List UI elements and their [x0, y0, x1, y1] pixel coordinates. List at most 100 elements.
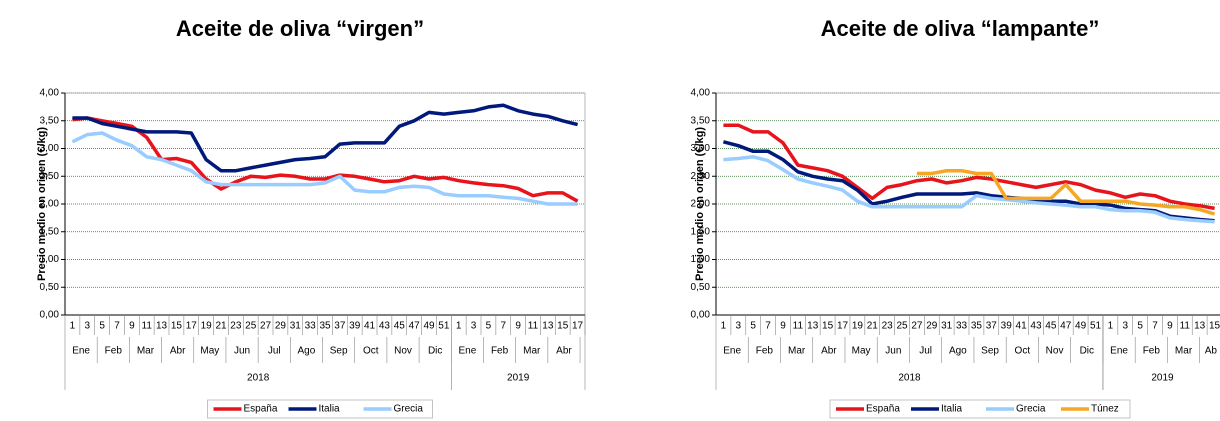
y-tick-label: 0,00	[691, 310, 711, 321]
y-tick-label: 4,00	[691, 88, 711, 99]
legend-label: Grecia	[394, 404, 424, 415]
month-label: Sep	[981, 346, 999, 357]
week-label: 33	[956, 321, 968, 332]
y-axis-label: Precio medio en origen (€/kg)	[694, 127, 706, 281]
week-label: 7	[1152, 321, 1158, 332]
legend-box	[207, 399, 433, 419]
week-label: 9	[780, 321, 786, 332]
chart-title: Aceite de oliva “virgen”	[176, 16, 424, 41]
week-label: 7	[501, 321, 507, 332]
week-label: 9	[1167, 321, 1173, 332]
week-label: 13	[542, 321, 554, 332]
month-label: Sep	[330, 346, 348, 357]
week-label: 21	[867, 321, 879, 332]
week-label: 9	[129, 321, 135, 332]
month-label: Ene	[72, 346, 90, 357]
series-line	[916, 168, 1216, 216]
legend-label: Grecia	[1016, 404, 1046, 415]
week-label: 51	[1090, 321, 1102, 332]
week-label: 51	[438, 321, 450, 332]
week-label: 33	[305, 321, 317, 332]
month-label: Mar	[1175, 346, 1193, 357]
y-tick-label: 1,50	[691, 226, 711, 237]
year-label: 2018	[247, 373, 270, 384]
y-tick-label: 1,00	[691, 254, 711, 265]
month-label: Oct	[1015, 346, 1031, 357]
month-label: Dic	[428, 346, 442, 357]
month-label: Ago	[298, 346, 316, 357]
month-label: Ago	[949, 346, 967, 357]
week-label: 31	[941, 321, 953, 332]
month-label: Feb	[1143, 346, 1161, 357]
month-label: Feb	[105, 346, 123, 357]
week-label: 3	[736, 321, 742, 332]
week-label: 29	[926, 321, 938, 332]
chart-title: Aceite de oliva “lampante”	[821, 16, 1100, 41]
week-label: 49	[1075, 321, 1087, 332]
week-label: 1	[70, 321, 76, 332]
week-label: 13	[807, 321, 819, 332]
week-label: 49	[423, 321, 435, 332]
week-label: 3	[1122, 321, 1128, 332]
y-tick-label: 2,00	[691, 199, 711, 210]
week-label: 15	[1209, 321, 1220, 332]
week-label: 5	[1137, 321, 1143, 332]
week-label: 19	[201, 321, 213, 332]
week-label: 11	[793, 321, 804, 332]
week-label: 19	[852, 321, 864, 332]
month-label: Abr	[821, 346, 837, 357]
y-tick-label: 4,00	[40, 88, 60, 99]
month-label: Abr	[170, 346, 186, 357]
week-label: 23	[230, 321, 242, 332]
week-label: 41	[364, 321, 376, 332]
week-label: 27	[260, 321, 272, 332]
series-line	[72, 103, 579, 173]
week-label: 1	[1108, 321, 1114, 332]
week-label: 11	[528, 321, 539, 332]
week-label: 15	[171, 321, 183, 332]
y-tick-label: 1,00	[40, 254, 60, 265]
week-label: 25	[245, 321, 257, 332]
month-label: Mar	[788, 346, 806, 357]
month-label: Mar	[523, 346, 541, 357]
month-label: May	[200, 346, 219, 357]
series-line	[723, 123, 1215, 211]
week-label: 11	[142, 321, 153, 332]
month-label: Jul	[268, 346, 281, 357]
month-label: Ene	[458, 346, 476, 357]
week-label: 47	[409, 321, 421, 332]
week-label: 7	[114, 321, 120, 332]
year-label: 2019	[1151, 373, 1174, 384]
week-label: 37	[986, 321, 998, 332]
week-label: 23	[882, 321, 894, 332]
y-axis-label: Precio medio en origen (€/kg)	[36, 127, 48, 281]
week-label: 11	[1180, 321, 1191, 332]
y-tick-label: 3,50	[691, 115, 711, 126]
month-label: Abr	[556, 346, 572, 357]
month-label: Feb	[756, 346, 774, 357]
week-label: 17	[186, 321, 198, 332]
week-label: 9	[515, 321, 521, 332]
y-tick-label: 3,00	[691, 143, 711, 154]
week-label: 39	[349, 321, 361, 332]
y-tick-label: 0,50	[691, 282, 711, 293]
y-tick-label: 1,50	[40, 226, 60, 237]
legend-label: Túnez	[1091, 404, 1119, 415]
legend-label: Italia	[319, 404, 341, 415]
y-tick-label: 3,50	[40, 115, 60, 126]
series-line	[71, 131, 578, 206]
series-line	[723, 155, 1215, 224]
year-label: 2019	[507, 373, 530, 384]
month-label: Jun	[234, 346, 250, 357]
week-label: 1	[721, 321, 727, 332]
month-label: Nov	[1046, 346, 1064, 357]
week-label: 29	[275, 321, 287, 332]
month-label: Nov	[394, 346, 412, 357]
legend-label: España	[244, 404, 278, 415]
month-label: Mar	[137, 346, 155, 357]
week-label: 31	[290, 321, 302, 332]
week-label: 17	[572, 321, 584, 332]
week-label: 5	[486, 321, 492, 332]
month-label: Ene	[723, 346, 741, 357]
